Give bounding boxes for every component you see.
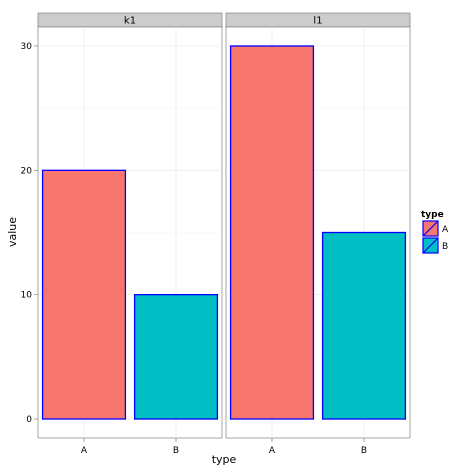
x-tick-label: B: [173, 446, 179, 456]
y-tick-label: 20: [21, 166, 33, 176]
bar-k1-B: [133, 294, 219, 420]
legend: type AB: [421, 210, 449, 254]
y-tick-label: 10: [21, 291, 33, 301]
x-tick-label: A: [81, 446, 88, 456]
x-tick-label: A: [269, 446, 276, 456]
x-tick-label: B: [361, 446, 367, 456]
x-axis-title: type: [212, 453, 237, 466]
y-tick-label: 30: [21, 42, 33, 52]
bar-k1-A: [41, 169, 127, 420]
facet-strip-label: k1: [124, 16, 136, 27]
facet-panel-l1: l1 A B: [225, 12, 411, 456]
facet-panel-k1: k1 A B: [37, 12, 223, 456]
bar-l1-B: [321, 231, 407, 420]
legend-key-slash: [422, 220, 439, 237]
bar-l1-A: [229, 45, 315, 420]
legend-label: A: [442, 225, 449, 235]
facet-strip-label: l1: [313, 16, 322, 27]
legend-key-slash: [422, 237, 439, 254]
y-tick-label: 0: [26, 415, 32, 425]
legend-label: B: [442, 242, 448, 252]
legend-title: type: [421, 210, 444, 220]
y-axis-title: value: [6, 217, 19, 247]
